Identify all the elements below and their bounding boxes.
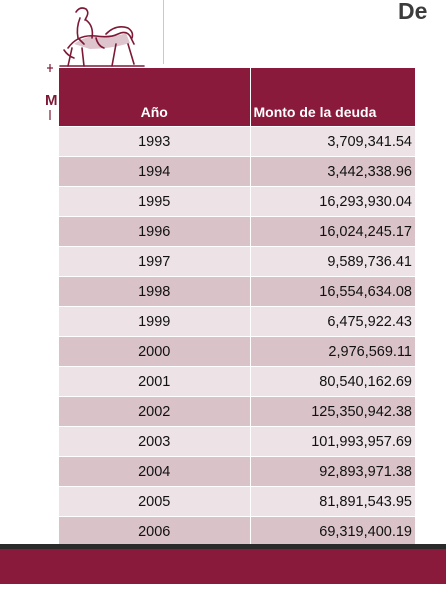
table-row: 2000 2,976,569.11 (59, 336, 415, 367)
column-header-amount: Monto de la deuda (250, 68, 415, 127)
footer-bar (0, 549, 446, 584)
amount-cell: 3,709,341.54 (250, 126, 415, 157)
year-cell: 2004 (59, 456, 251, 487)
year-cell: 1997 (59, 246, 251, 277)
year-cell: 2001 (59, 366, 251, 397)
debt-table: Año Monto de la deuda 1993 3,709,341.54 19… (59, 68, 415, 546)
table-row: 1995 16,293,930.04 (59, 186, 415, 217)
table-row: 2004 92,893,971.38 (59, 456, 415, 487)
amount-cell: 2,976,569.11 (250, 336, 415, 367)
table-row: 2006 69,319,400.19 (59, 516, 415, 546)
amount-cell: 69,319,400.19 (250, 516, 415, 546)
table-row: 2002 125,350,942.38 (59, 396, 415, 427)
debt-table-container: Año Monto de la deuda 1993 3,709,341.54 19… (59, 68, 415, 546)
table-row: 2005 81,891,543.95 (59, 486, 415, 517)
table-row: 1999 6,475,922.43 (59, 306, 415, 337)
header-divider (163, 0, 164, 64)
year-cell: 1996 (59, 216, 251, 247)
footer-baseline (0, 584, 446, 596)
year-cell: 2003 (59, 426, 251, 457)
amount-cell: 92,893,971.38 (250, 456, 415, 487)
year-cell: 2002 (59, 396, 251, 427)
year-cell: 2005 (59, 486, 251, 517)
logo-letter: M (45, 92, 58, 109)
year-cell: 1993 (59, 126, 251, 157)
table-header-row: Año Monto de la deuda (59, 68, 415, 127)
amount-cell: 80,540,162.69 (250, 366, 415, 397)
table-row: 1998 16,554,634.08 (59, 276, 415, 307)
table-row: 1993 3,709,341.54 (59, 126, 415, 157)
year-cell: 1994 (59, 156, 251, 187)
amount-cell: 9,589,736.41 (250, 246, 415, 277)
amount-cell: 16,024,245.17 (250, 216, 415, 247)
table-row: 2001 80,540,162.69 (59, 366, 415, 397)
year-cell: 2006 (59, 516, 251, 546)
amount-cell: 125,350,942.38 (250, 396, 415, 427)
year-cell: 1998 (59, 276, 251, 307)
column-header-year: Año (59, 68, 251, 127)
amount-cell: 16,554,634.08 (250, 276, 415, 307)
table-row: 1996 16,024,245.17 (59, 216, 415, 247)
amount-cell: 3,442,338.96 (250, 156, 415, 187)
footer-shadow (0, 544, 446, 549)
table-row: 1997 9,589,736.41 (59, 246, 415, 277)
table-row: 2003 101,993,957.69 (59, 426, 415, 457)
page-title: De (398, 0, 428, 24)
year-cell: 1999 (59, 306, 251, 337)
amount-cell: 101,993,957.69 (250, 426, 415, 457)
year-cell: 1995 (59, 186, 251, 217)
equestrian-statue-logo-icon (46, 4, 150, 70)
logo-base-decoration (44, 62, 56, 122)
amount-cell: 81,891,543.95 (250, 486, 415, 517)
table-row: 1994 3,442,338.96 (59, 156, 415, 187)
year-cell: 2000 (59, 336, 251, 367)
amount-cell: 6,475,922.43 (250, 306, 415, 337)
amount-cell: 16,293,930.04 (250, 186, 415, 217)
